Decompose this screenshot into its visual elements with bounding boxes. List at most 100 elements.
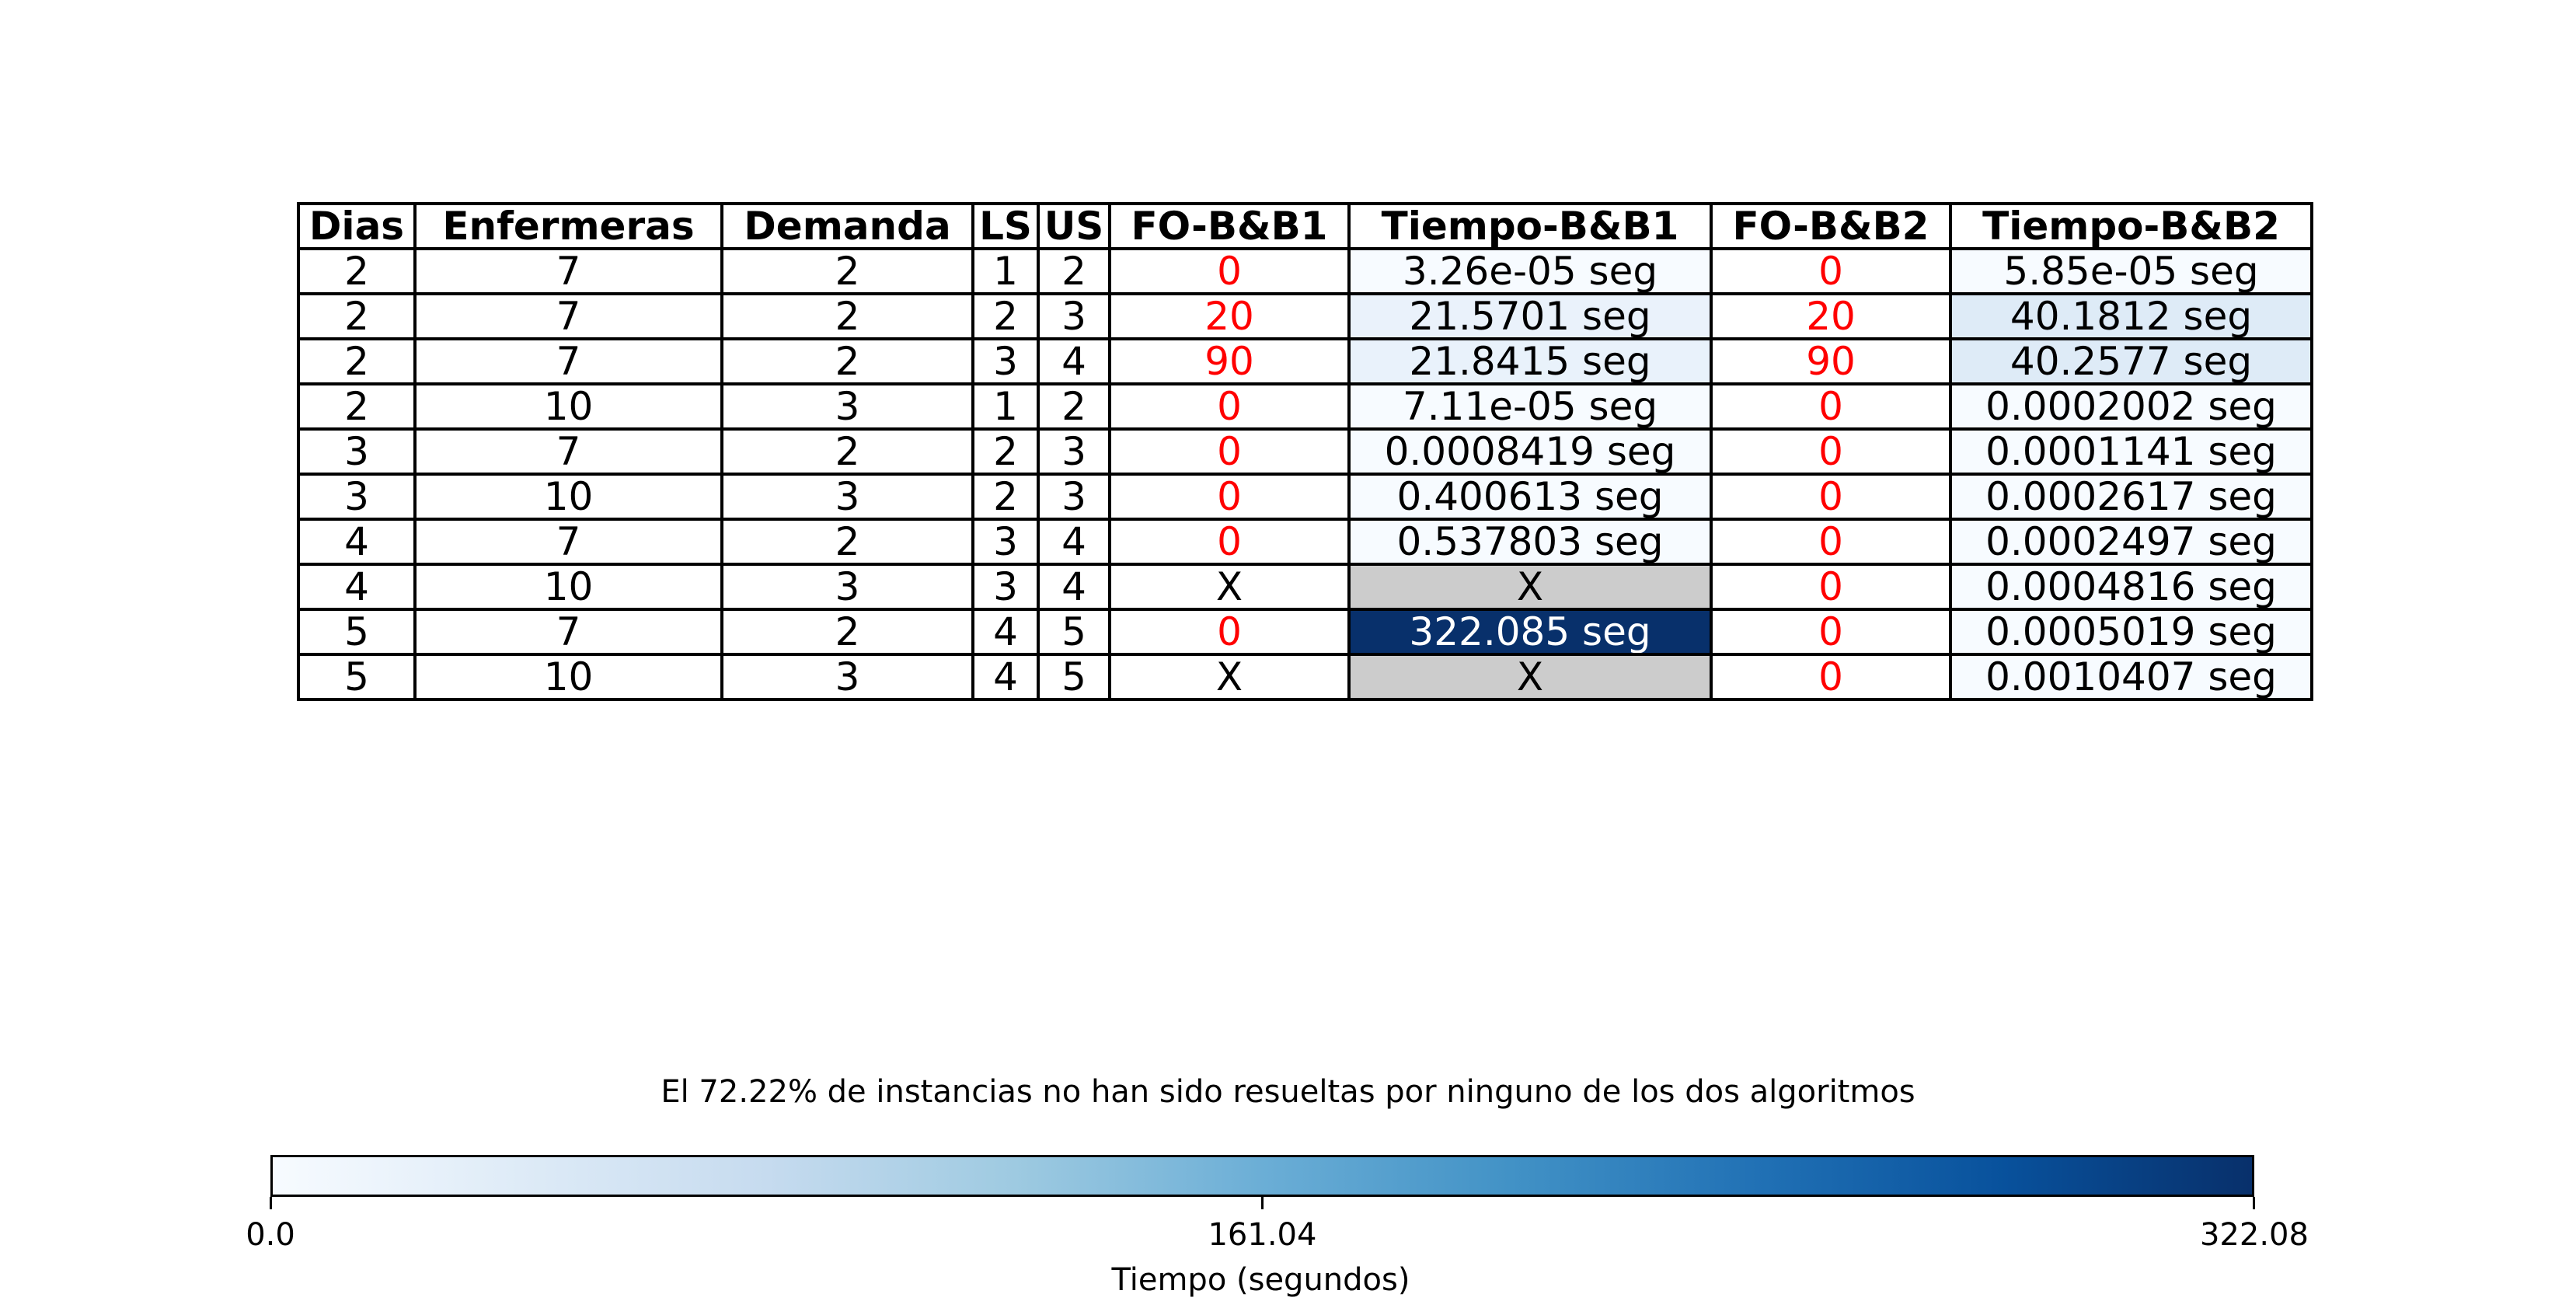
table-row: 3 10 3 2 3 0 0.400613 seg 0 0.0002617 seg (297, 473, 2313, 521)
table-cell: 0 (1710, 427, 1952, 476)
table-row: 2 7 2 2 3 20 21.5701 seg 20 40.1812 seg (297, 292, 2313, 340)
table-cell: 0 (1108, 382, 1351, 431)
table-cell: 40.1812 seg (1949, 292, 2313, 340)
table-row: 2 7 2 1 2 0 3.26e-05 seg 0 5.85e-05 seg (297, 247, 2313, 295)
table-cell: 0.537803 seg (1347, 518, 1713, 566)
table-cell: 0.0002002 seg (1949, 382, 2313, 431)
table-cell: 3 (971, 563, 1040, 611)
table-row: 5 10 3 4 5 X X 0 0.0010407 seg (297, 653, 2313, 701)
column-header: US (1037, 202, 1111, 250)
table-cell: 40.2577 seg (1949, 337, 2313, 385)
colorbar (270, 1155, 2254, 1197)
table-cell: 2 (971, 427, 1040, 476)
table-cell: 20 (1710, 292, 1952, 340)
table-cell: 10 (413, 473, 723, 521)
table-cell: 5 (297, 653, 417, 701)
colorbar-tick-mark (1260, 1197, 1264, 1209)
table-cell: X (1108, 563, 1351, 611)
table-cell: 2 (720, 292, 974, 340)
table-cell: 21.5701 seg (1347, 292, 1713, 340)
column-header: FO-B&B2 (1710, 202, 1952, 250)
table-cell: 90 (1710, 337, 1952, 385)
column-header: FO-B&B1 (1108, 202, 1351, 250)
table-cell: X (1108, 653, 1351, 701)
results-table: Dias Enfermeras Demanda LS US FO-B&B1 Tiempo-B… (297, 202, 2313, 701)
colorbar-tick-mark (269, 1197, 272, 1209)
table-cell: 0 (1710, 247, 1952, 295)
table-cell: 10 (413, 563, 723, 611)
table-cell: 3.26e-05 seg (1347, 247, 1713, 295)
table-cell: 3 (720, 473, 974, 521)
table-cell: 1 (971, 247, 1040, 295)
table-cell: 3 (971, 337, 1040, 385)
table-cell: X (1347, 563, 1713, 611)
table-cell: 7 (413, 518, 723, 566)
table-cell: 0 (1108, 608, 1351, 656)
table-row: 2 7 2 3 4 90 21.8415 seg 90 40.2577 seg (297, 337, 2313, 385)
table-row: 4 7 2 3 4 0 0.537803 seg 0 0.0002497 seg (297, 518, 2313, 566)
table-header-row: Dias Enfermeras Demanda LS US FO-B&B1 Tiempo-B… (297, 202, 2313, 250)
table-cell: 0.0002497 seg (1949, 518, 2313, 566)
table-cell: 2 (297, 337, 417, 385)
table-cell: 2 (297, 292, 417, 340)
table-cell: 4 (297, 563, 417, 611)
table-cell: 4 (971, 608, 1040, 656)
table-cell: 7 (413, 247, 723, 295)
table-cell: 4 (971, 653, 1040, 701)
table-cell: 10 (413, 653, 723, 701)
table-cell: 2 (720, 247, 974, 295)
table-cell: 0.400613 seg (1347, 473, 1713, 521)
table-cell: 0 (1108, 427, 1351, 476)
colorbar-tick-label: 0.0 (246, 1217, 295, 1253)
table-cell: 0 (1710, 563, 1952, 611)
table-cell: 2 (971, 292, 1040, 340)
colorbar-tick-label: 322.08 (2199, 1217, 2309, 1253)
table-cell: 7 (413, 337, 723, 385)
table-cell: 3 (1037, 292, 1111, 340)
table-cell: 1 (971, 382, 1040, 431)
table-cell: 2 (720, 337, 974, 385)
table-row: 5 7 2 4 5 0 322.085 seg 0 0.0005019 seg (297, 608, 2313, 656)
table-cell: 3 (1037, 427, 1111, 476)
unsolved-note: El 72.22% de instancias no han sido resu… (661, 1074, 1915, 1110)
column-header: Dias (297, 202, 417, 250)
table-cell: 10 (413, 382, 723, 431)
table-cell: 7 (413, 427, 723, 476)
table-cell: 0 (1710, 473, 1952, 521)
column-header: Demanda (720, 202, 974, 250)
table-cell: 0 (1710, 608, 1952, 656)
column-header: LS (971, 202, 1040, 250)
table-cell: 5 (1037, 608, 1111, 656)
table-cell: 5 (297, 608, 417, 656)
table-cell: 0 (1108, 518, 1351, 566)
table-cell: 21.8415 seg (1347, 337, 1713, 385)
table-row: 2 10 3 1 2 0 7.11e-05 seg 0 0.0002002 seg (297, 382, 2313, 431)
table-cell: 7 (413, 608, 723, 656)
table-cell: 2 (1037, 382, 1111, 431)
table-cell: 5 (1037, 653, 1111, 701)
table-cell: 20 (1108, 292, 1351, 340)
column-header: Tiempo-B&B2 (1949, 202, 2313, 250)
table-cell: 3 (1037, 473, 1111, 521)
colorbar-tick-mark (2253, 1197, 2256, 1209)
table-cell: 0.0005019 seg (1949, 608, 2313, 656)
table-cell: 3 (297, 427, 417, 476)
table-cell: 4 (297, 518, 417, 566)
table-row: 3 7 2 2 3 0 0.0008419 seg 0 0.0001141 seg (297, 427, 2313, 476)
column-header: Tiempo-B&B1 (1347, 202, 1713, 250)
table-cell: 0 (1108, 473, 1351, 521)
table-cell: 3 (297, 473, 417, 521)
table-cell: 2 (1037, 247, 1111, 295)
table-cell: 2 (720, 518, 974, 566)
table-cell: X (1347, 653, 1713, 701)
table-cell: 0.0008419 seg (1347, 427, 1713, 476)
table-cell: 3 (971, 518, 1040, 566)
table-cell: 5.85e-05 seg (1949, 247, 2313, 295)
table-cell: 0 (1710, 653, 1952, 701)
table-cell: 7 (413, 292, 723, 340)
column-header: Enfermeras (413, 202, 723, 250)
table-cell: 0 (1108, 247, 1351, 295)
table-cell: 0 (1710, 382, 1952, 431)
table-cell: 0.0004816 seg (1949, 563, 2313, 611)
